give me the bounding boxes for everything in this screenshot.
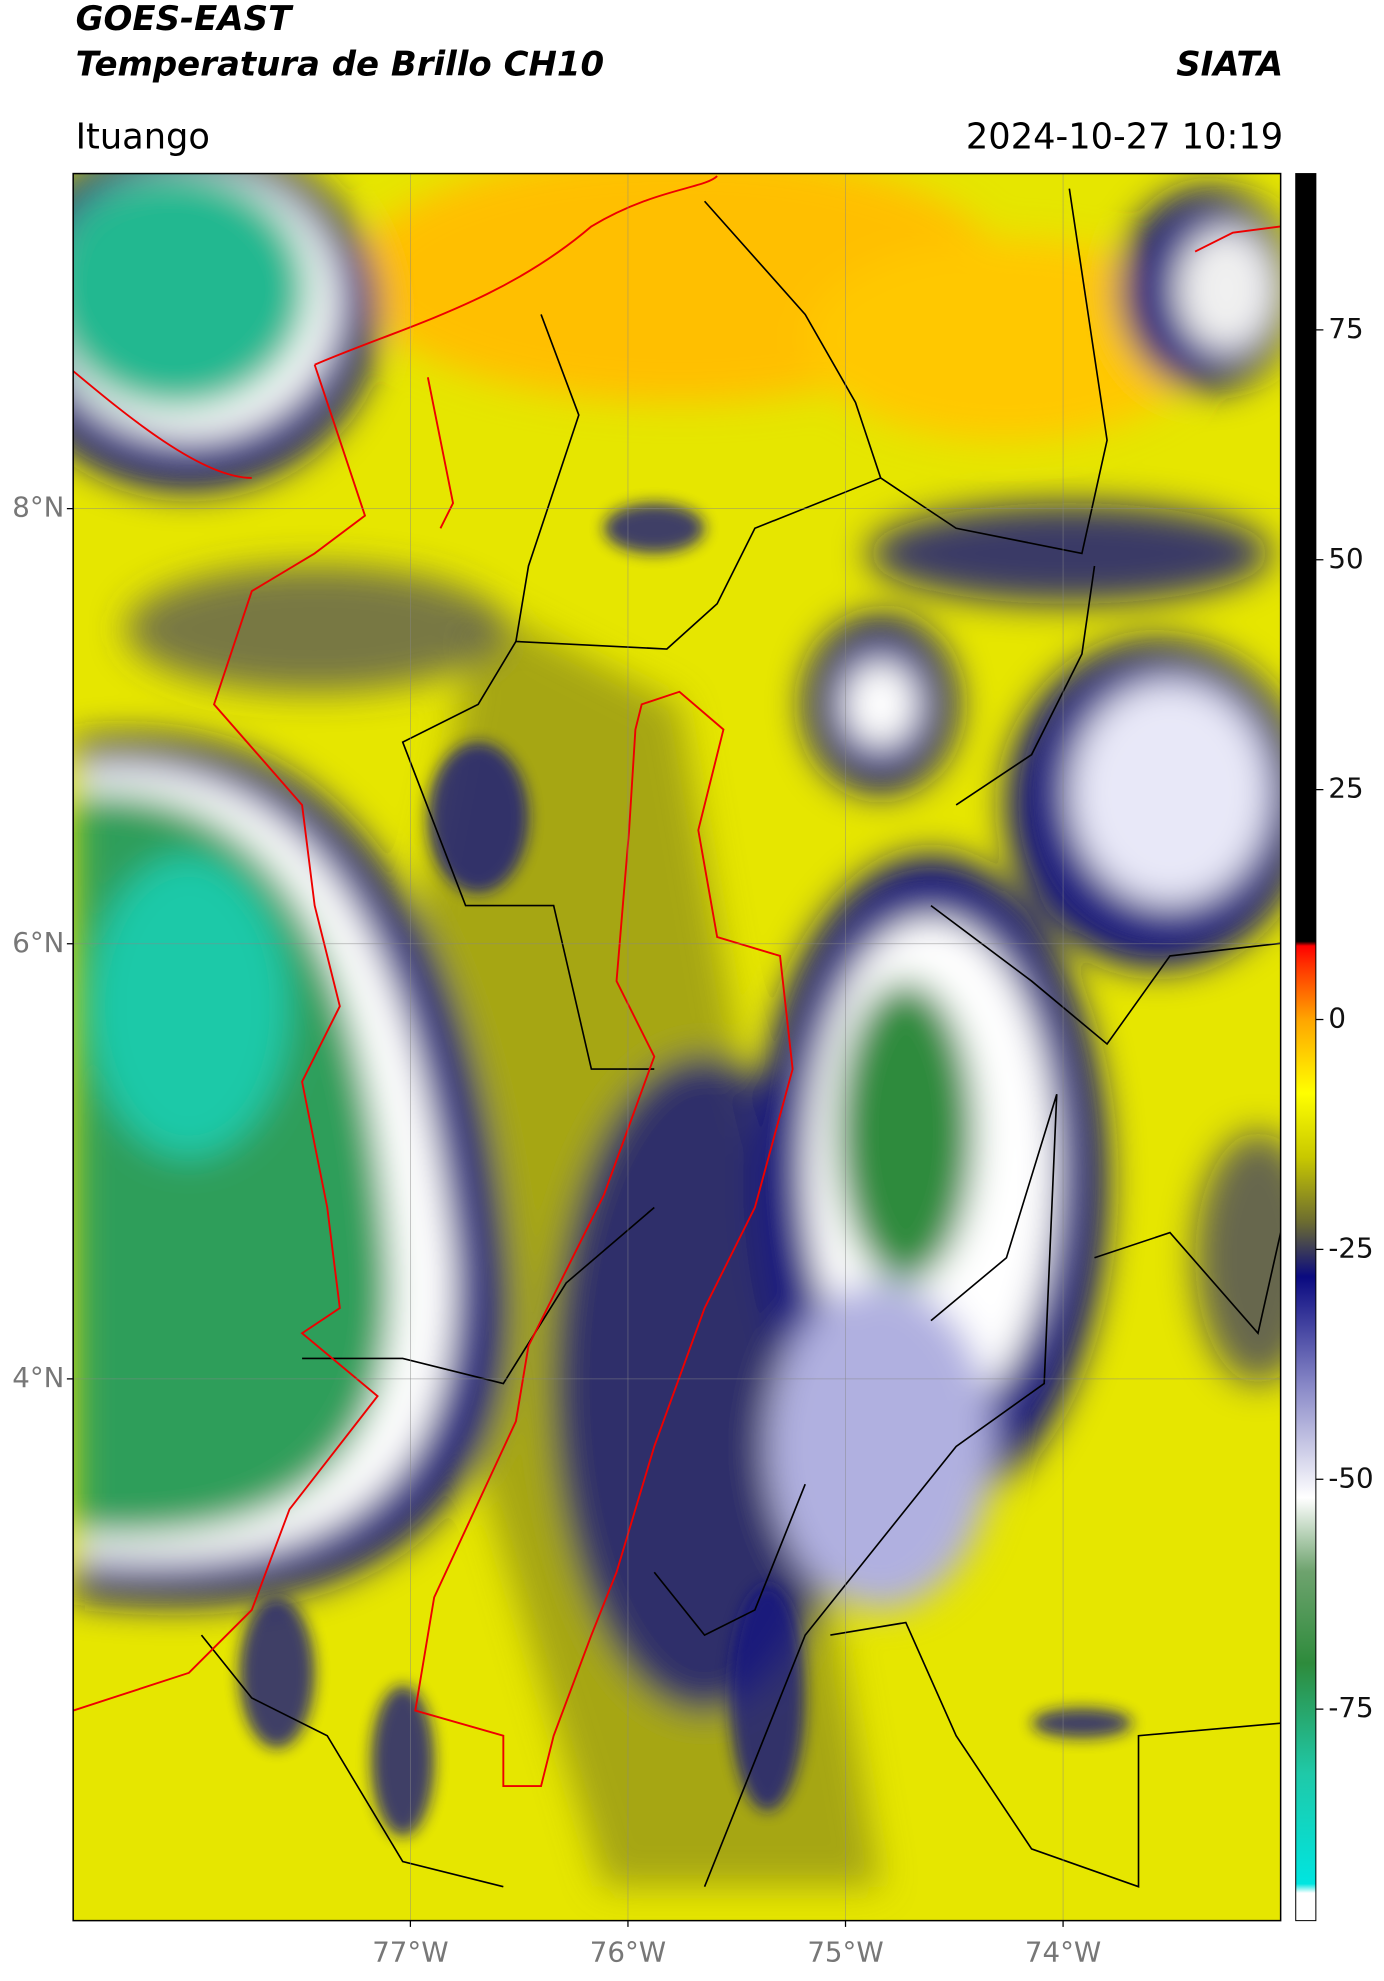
lon-tick-label: 76°W <box>590 1935 666 1968</box>
lon-tick-label: 77°W <box>372 1935 448 1968</box>
location: Ituango <box>76 116 210 157</box>
title-line2: Temperatura de Brillo CH10 <box>76 44 604 84</box>
colorbar-tick-label: -50 <box>1328 1461 1373 1494</box>
lon-tick-label: 74°W <box>1025 1935 1101 1968</box>
satellite-image <box>73 173 1281 1921</box>
brand: SIATA <box>1176 44 1283 84</box>
colorbar-tick-label: -75 <box>1328 1691 1373 1724</box>
colorbar-tick-label: -25 <box>1328 1231 1373 1264</box>
colorbar-tick-label: 75 <box>1328 312 1363 345</box>
colorbar-tick-label: 25 <box>1328 772 1363 805</box>
lat-tick-label: 8°N <box>12 491 64 524</box>
lat-tick-label: 4°N <box>12 1361 64 1394</box>
lat-tick-label: 6°N <box>12 926 64 959</box>
lon-tick-label: 75°W <box>807 1935 883 1968</box>
colorbar-tick-label: 50 <box>1328 542 1363 575</box>
colorbar-tick-label: 0 <box>1328 1002 1346 1035</box>
colorbar <box>1295 173 1317 1922</box>
map-frame <box>72 172 1282 1922</box>
timestamp: 2024-10-27 10:19 <box>966 116 1283 157</box>
title-line1: GOES-EAST <box>76 0 294 39</box>
